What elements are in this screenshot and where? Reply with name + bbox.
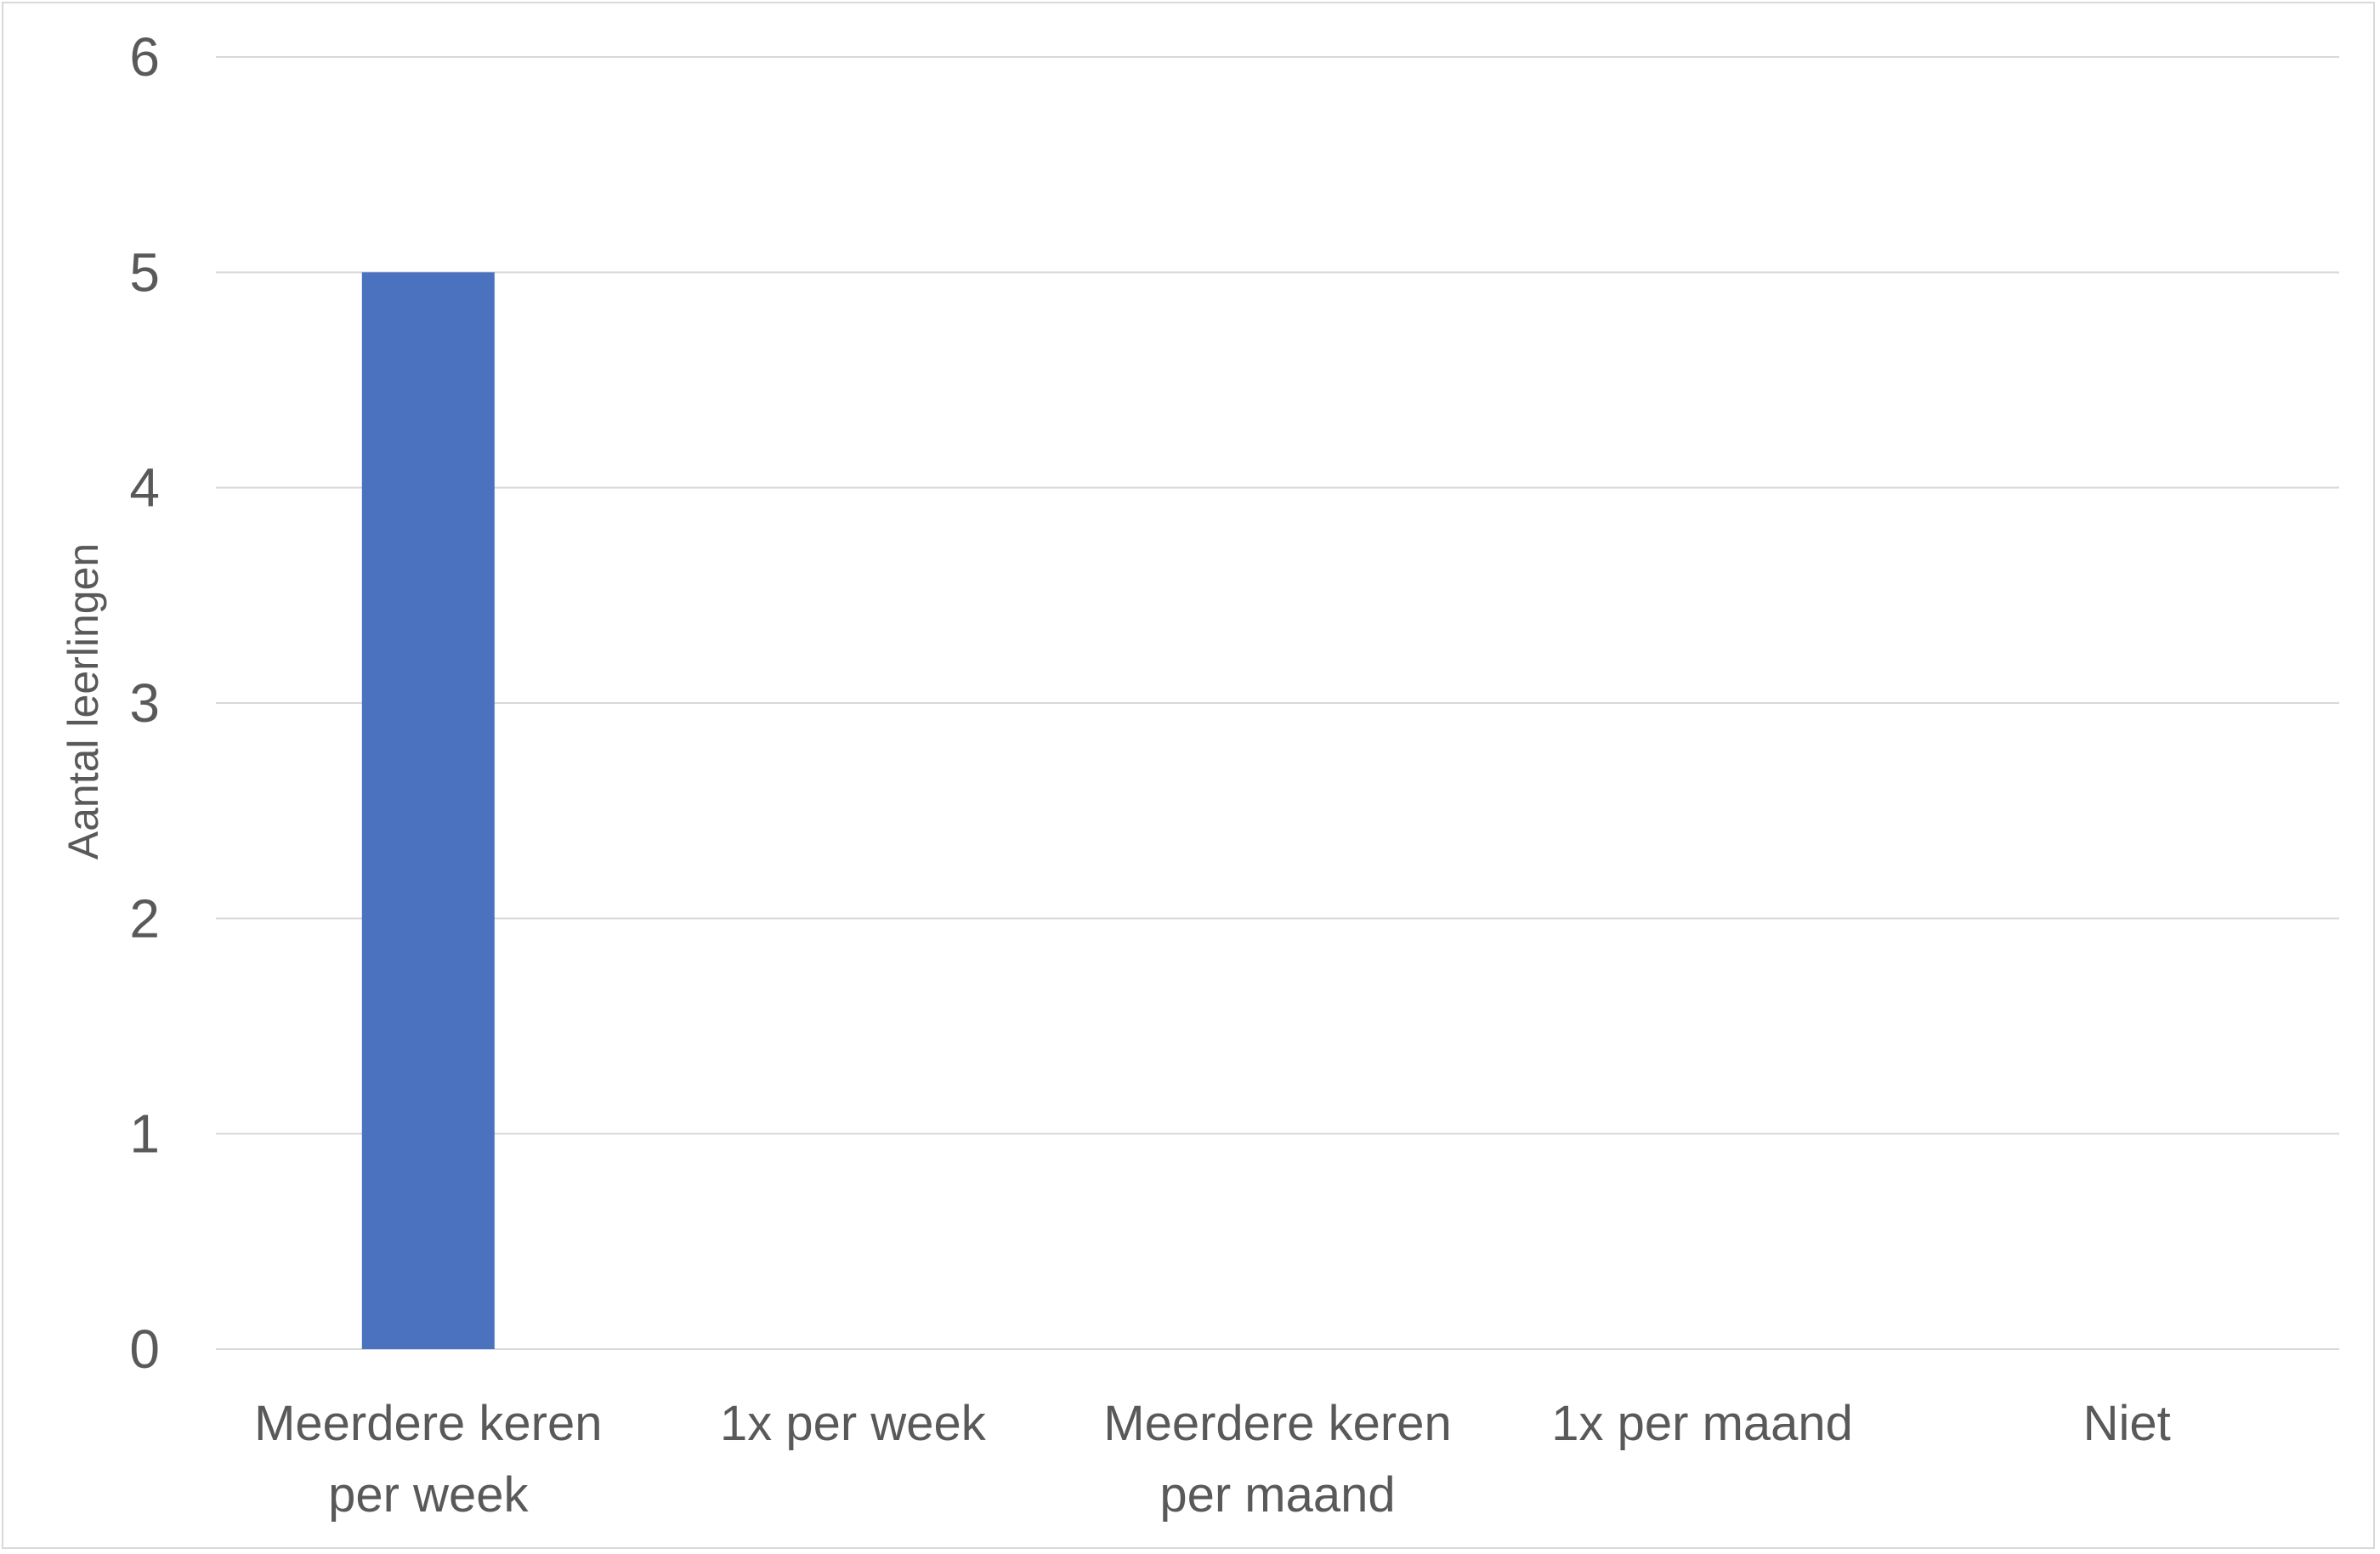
x-tick-label: 1x per maand (1551, 1396, 1853, 1451)
y-tick-label: 5 (129, 241, 160, 303)
y-tick-label: 0 (129, 1319, 160, 1380)
x-tick-label-line: Meerdere keren (1103, 1396, 1451, 1451)
y-tick-label: 2 (129, 888, 160, 949)
x-tick-label: Meerdere keren per week (254, 1396, 602, 1523)
bar-chart: 0 1 2 3 4 5 6 Meerdere keren per week 1x per wee… (60, 26, 2339, 1523)
x-tick-label: Meerdere keren per maand (1103, 1396, 1451, 1523)
y-tick-label: 4 (129, 457, 160, 519)
y-tick-label: 6 (129, 26, 160, 88)
y-axis-label: Aantal leerlingen (60, 543, 107, 860)
gridlines (216, 56, 2339, 1350)
x-tick-label-line: 1x per maand (1551, 1396, 1853, 1451)
x-tick-label-line: Niet (2083, 1396, 2171, 1451)
x-tick-label: 1x per week (720, 1396, 987, 1451)
x-tick-label-line: 1x per week (720, 1396, 987, 1451)
x-tick-label: Niet (2083, 1396, 2171, 1451)
y-axis-tick-labels: 0 1 2 3 4 5 6 (129, 26, 160, 1380)
x-axis-tick-labels: Meerdere keren per week 1x per week Meerder… (254, 1396, 2171, 1523)
bars (361, 272, 495, 1349)
x-tick-label-line: per week (328, 1467, 529, 1523)
x-tick-label-line: per maand (1159, 1467, 1395, 1523)
y-tick-label: 3 (129, 672, 160, 734)
x-tick-label-line: Meerdere keren (254, 1396, 602, 1451)
bar (361, 272, 495, 1349)
y-tick-label: 1 (129, 1103, 160, 1165)
